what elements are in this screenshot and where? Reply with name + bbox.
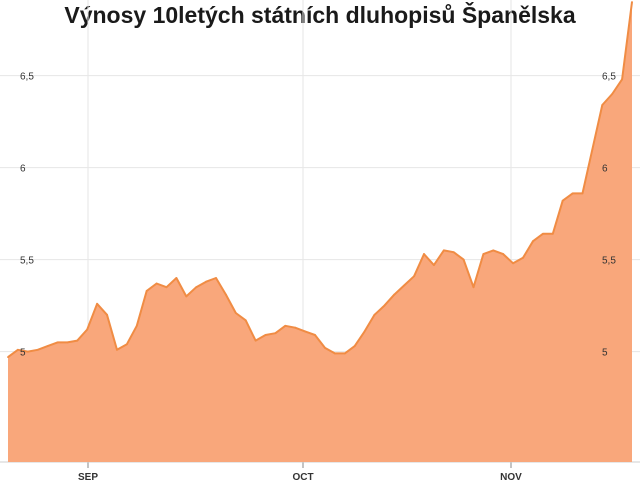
- data-point: [17, 348, 19, 351]
- y-tick-label-left: 6,5: [20, 72, 34, 83]
- series-line: [7, 1, 633, 358]
- data-point: [423, 253, 425, 255]
- data-point: [66, 341, 69, 344]
- data-point: [621, 78, 623, 81]
- y-tick-label-right: 5: [602, 348, 608, 359]
- y-tick-label-left: 5,5: [20, 256, 34, 267]
- data-point: [512, 262, 515, 265]
- data-point: [403, 284, 406, 287]
- data-point: [234, 312, 237, 314]
- x-tick-label: OCT: [292, 472, 313, 483]
- x-tick-label: NOV: [500, 472, 522, 483]
- data-point: [363, 330, 366, 333]
- data-point: [56, 341, 59, 344]
- data-point: [591, 148, 594, 151]
- y-tick-label-right: 5,5: [602, 256, 616, 267]
- data-point: [96, 302, 99, 305]
- data-point: [145, 289, 148, 292]
- data-point: [116, 348, 118, 351]
- data-point: [631, 1, 633, 3]
- y-tick-label-left: 6: [20, 164, 26, 175]
- x-tick-label: SEP: [78, 472, 98, 483]
- data-point: [482, 253, 485, 255]
- data-point: [433, 264, 435, 267]
- data-point: [225, 293, 227, 296]
- data-point: [175, 277, 178, 279]
- data-point: [86, 328, 89, 331]
- data-point: [7, 356, 9, 359]
- data-point: [254, 339, 257, 342]
- data-point: [601, 104, 604, 106]
- data-point: [551, 232, 554, 235]
- data-point: [125, 343, 128, 346]
- data-point: [541, 232, 544, 235]
- data-point: [106, 313, 108, 316]
- data-point: [442, 249, 445, 252]
- data-point: [195, 286, 198, 289]
- data-point: [165, 286, 168, 289]
- data-point: [373, 313, 376, 316]
- data-point: [244, 319, 247, 322]
- data-point: [304, 330, 307, 333]
- data-point: [185, 295, 188, 298]
- y-tick-label-right: 6: [602, 164, 608, 175]
- series-area: [8, 2, 632, 462]
- data-point: [26, 350, 29, 353]
- data-point: [333, 352, 336, 355]
- data-point: [294, 326, 297, 329]
- data-point: [472, 286, 475, 289]
- y-tick-label-left: 5: [20, 348, 26, 359]
- data-point: [155, 282, 158, 285]
- data-point: [324, 347, 326, 349]
- data-point: [274, 332, 277, 335]
- data-point: [532, 240, 534, 243]
- data-point: [76, 339, 79, 342]
- data-point: [383, 304, 386, 307]
- data-point: [522, 256, 524, 259]
- data-point: [462, 258, 465, 261]
- data-point: [581, 192, 584, 195]
- data-point: [502, 253, 505, 255]
- y-tick-label-right: 6,5: [602, 72, 616, 83]
- data-point: [343, 352, 346, 355]
- data-point: [353, 345, 356, 347]
- chart-title: Výnosy 10letých státních dluhopisů Španě…: [64, 2, 576, 28]
- data-point: [393, 293, 396, 296]
- data-point: [46, 345, 49, 347]
- data-point: [264, 334, 267, 336]
- data-point: [314, 334, 316, 336]
- data-point: [36, 348, 39, 351]
- data-point: [205, 280, 207, 283]
- data-point: [561, 199, 564, 202]
- axis-labels: 5 5 5,5 5,5 6 6 6,5 6,5 SEP OCT NOV: [20, 72, 616, 483]
- data-point: [215, 277, 217, 279]
- data-point: [492, 249, 495, 252]
- data-point: [284, 324, 287, 327]
- data-point: [611, 93, 614, 95]
- data-point: [571, 192, 574, 195]
- data-point: [452, 251, 455, 254]
- data-point: [413, 275, 415, 278]
- data-points: [7, 1, 633, 359]
- data-point: [135, 324, 138, 327]
